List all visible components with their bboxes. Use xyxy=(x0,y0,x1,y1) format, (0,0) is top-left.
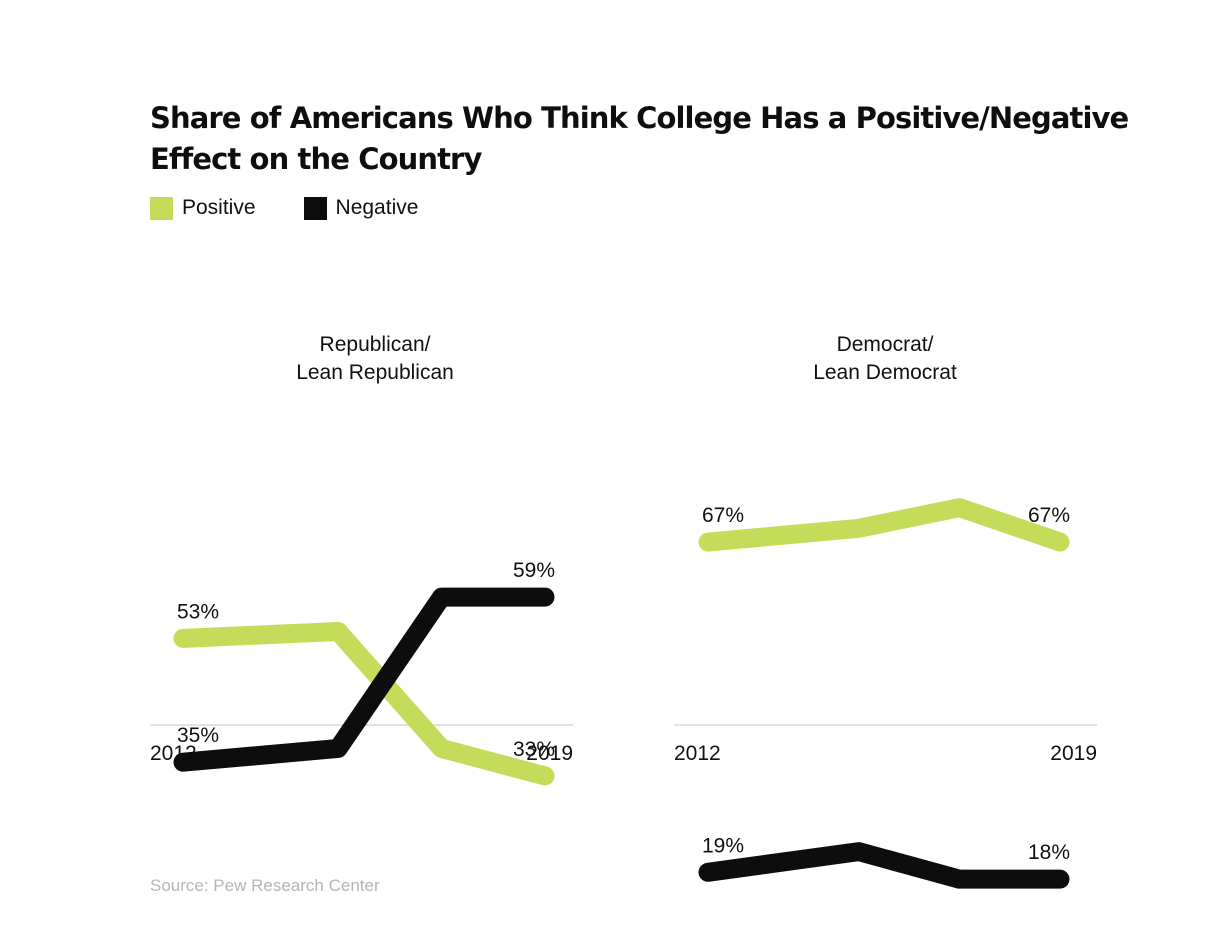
panel-title-democrat-line-1: Democrat/ xyxy=(836,333,934,356)
series-line-negative-republican xyxy=(173,587,555,772)
x-tick-start-democrat: 2012 xyxy=(674,742,721,765)
legend-label-negative: Negative xyxy=(335,196,419,219)
legend-item-positive: Positive xyxy=(150,196,256,220)
legend: Positive Negative xyxy=(150,195,466,221)
legend-swatch-positive xyxy=(150,196,173,220)
panel-title-democrat-line-2: Lean Democrat xyxy=(813,361,957,384)
series-line-positive-democrat xyxy=(698,498,1070,552)
series-line-positive-republican xyxy=(173,621,555,786)
data-label-start-negative-democrat: 19% xyxy=(702,834,744,857)
data-label-end-negative-democrat: 18% xyxy=(1028,841,1070,864)
legend-swatch-negative xyxy=(303,196,327,220)
x-tick-end-democrat: 2019 xyxy=(1050,742,1097,765)
data-label-start-negative-republican: 35% xyxy=(177,724,219,747)
series-line-negative-democrat xyxy=(698,842,1070,889)
data-label-start-positive-democrat: 67% xyxy=(702,504,744,527)
panel-title-republican: Republican/ Lean Republican xyxy=(205,331,545,387)
panel-title-democrat: Democrat/ Lean Democrat xyxy=(715,331,1055,387)
source-note: Source: Pew Research Center xyxy=(150,876,380,895)
panel-title-republican-line-1: Republican/ xyxy=(319,333,431,356)
data-label-end-negative-republican: 59% xyxy=(513,559,555,582)
chart-title: Share of Americans Who Think College Has… xyxy=(150,101,1129,176)
legend-label-positive: Positive xyxy=(182,196,256,219)
x-tick-end-republican: 2019 xyxy=(526,742,573,765)
data-label-start-positive-republican: 53% xyxy=(177,600,219,623)
panel-title-republican-line-2: Lean Republican xyxy=(296,361,454,384)
data-label-end-positive-republican: 33% xyxy=(513,738,555,761)
data-label-end-positive-democrat: 67% xyxy=(1028,504,1070,527)
legend-item-negative: Negative xyxy=(303,196,419,220)
